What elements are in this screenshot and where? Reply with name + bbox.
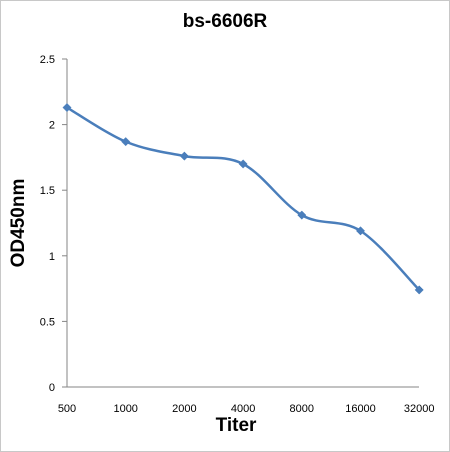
data-point-marker bbox=[62, 102, 72, 113]
x-tick-label: 8000 bbox=[290, 403, 314, 415]
x-tick-label: 500 bbox=[58, 403, 76, 415]
chart-axes bbox=[66, 59, 419, 388]
x-axis-ticks: 500 1000 2000 4000 8000 16000 32000 bbox=[58, 403, 435, 415]
y-tick-label: 0.5 bbox=[40, 316, 55, 328]
data-point-marker bbox=[238, 159, 248, 169]
data-point-marker bbox=[297, 210, 307, 220]
y-tick-label: 2.5 bbox=[40, 54, 55, 66]
y-tick-label: 1.5 bbox=[40, 185, 55, 197]
data-point-marker bbox=[121, 137, 131, 147]
series-line bbox=[66, 106, 421, 291]
y-tick-label: 1 bbox=[49, 251, 55, 263]
x-axis-label: Titer bbox=[215, 415, 257, 436]
data-point-marker bbox=[355, 226, 366, 236]
y-tick-label: 0 bbox=[49, 382, 55, 394]
x-tick-label: 32000 bbox=[404, 403, 435, 415]
chart-title: bs-6606R bbox=[182, 11, 268, 32]
series-group bbox=[62, 102, 424, 295]
y-axis-ticks: 0 0.5 1 1.5 2 2.5 bbox=[40, 54, 67, 394]
data-point-marker bbox=[179, 151, 189, 161]
data-point-marker bbox=[414, 285, 424, 295]
x-tick-label: 1000 bbox=[113, 403, 137, 415]
x-tick-label: 16000 bbox=[345, 403, 376, 415]
x-tick-label: 4000 bbox=[231, 403, 255, 415]
x-tick-label: 2000 bbox=[172, 403, 196, 415]
y-tick-label: 2 bbox=[49, 120, 55, 132]
